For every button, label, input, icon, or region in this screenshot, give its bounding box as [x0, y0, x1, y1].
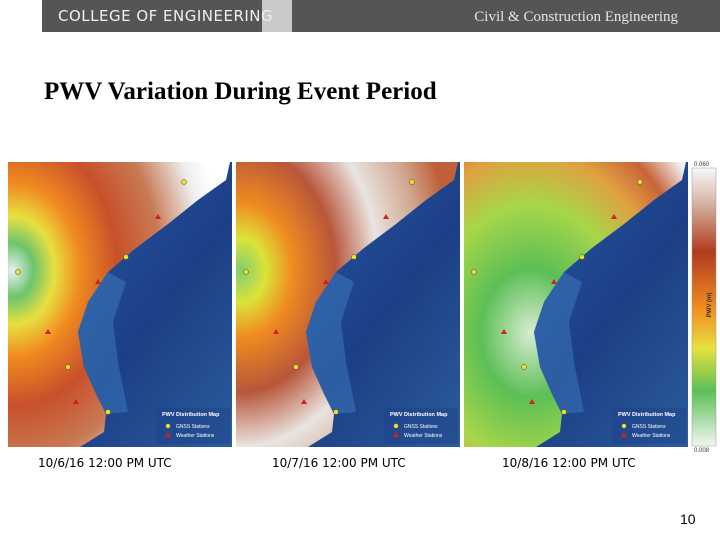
station-marker [333, 409, 339, 415]
station-marker [123, 254, 129, 260]
legend-title: PWV Distribution Map [618, 412, 676, 418]
station-marker [15, 269, 21, 275]
station-marker [95, 279, 101, 284]
legend-item: GNSS Stations [632, 424, 666, 430]
map-legend: PWV Distribution Map GNSS Stations Weather… [156, 408, 230, 444]
station-marker [521, 364, 527, 370]
header-bar [42, 0, 720, 32]
station-marker [243, 269, 249, 275]
legend-item: GNSS Stations [404, 424, 438, 430]
station-marker [181, 179, 187, 185]
station-marker [579, 254, 585, 260]
legend-icon [165, 423, 171, 429]
station-marker [293, 364, 299, 370]
map-land [8, 162, 230, 447]
station-marker [561, 409, 567, 415]
legend-icon [393, 432, 399, 437]
slide-title: PWV Variation During Event Period [44, 78, 437, 105]
page-number: 10 [680, 511, 696, 527]
legend-icon [393, 423, 399, 429]
legend-icon [165, 432, 171, 437]
legend-icon [621, 432, 627, 437]
station-marker [301, 399, 307, 404]
station-marker [105, 409, 111, 415]
map-panel: PWV Distribution Map GNSS Stations Weather… [8, 162, 232, 447]
header-left: COLLEGE OF ENGINEERING [58, 7, 273, 25]
station-marker [637, 179, 643, 185]
legend-title: PWV Distribution Map [390, 412, 448, 418]
station-marker [155, 214, 161, 219]
station-marker [471, 269, 477, 275]
station-marker [73, 399, 79, 404]
station-marker [45, 329, 51, 334]
map-shelf [78, 272, 128, 414]
station-marker [383, 214, 389, 219]
legend-item: Weather Stations [404, 433, 443, 439]
colorbar-label: PWV (m) [707, 293, 713, 318]
station-marker [529, 399, 535, 404]
station-marker [273, 329, 279, 334]
map-panel: PWV Distribution Map GNSS Stations Weather… [464, 162, 688, 447]
station-marker [551, 279, 557, 284]
map-legend: PWV Distribution Map GNSS Stations Weather… [612, 408, 686, 444]
map-caption: 10/8/16 12:00 PM UTC [502, 456, 636, 470]
station-marker [409, 179, 415, 185]
legend-item: Weather Stations [176, 433, 215, 439]
station-marker [501, 329, 507, 334]
map-panel: PWV Distribution Map GNSS Stations Weather… [236, 162, 460, 447]
legend-item: Weather Stations [632, 433, 671, 439]
map-legend: PWV Distribution Map GNSS Stations Weather… [384, 408, 458, 444]
header-accent [262, 0, 292, 32]
map-caption: 10/7/16 12:00 PM UTC [272, 456, 406, 470]
colorbar [691, 167, 717, 447]
map-land [464, 162, 686, 447]
map-shelf [534, 272, 584, 414]
colorbar-max: 0.060 [694, 162, 710, 168]
map-caption: 10/6/16 12:00 PM UTC [38, 456, 172, 470]
station-marker [323, 279, 329, 284]
map-land [236, 162, 458, 447]
legend-icon [621, 423, 627, 429]
maps: PWV Distribution Map GNSS Stations Weather… [8, 162, 688, 470]
legend-item: GNSS Stations [176, 424, 210, 430]
map-shelf [306, 272, 356, 414]
station-marker [351, 254, 357, 260]
legend-title: PWV Distribution Map [162, 412, 220, 418]
header-right: Civil & Construction Engineering [474, 9, 678, 25]
station-marker [65, 364, 71, 370]
colorbar-min: 0.008 [694, 448, 710, 454]
station-marker [611, 214, 617, 219]
